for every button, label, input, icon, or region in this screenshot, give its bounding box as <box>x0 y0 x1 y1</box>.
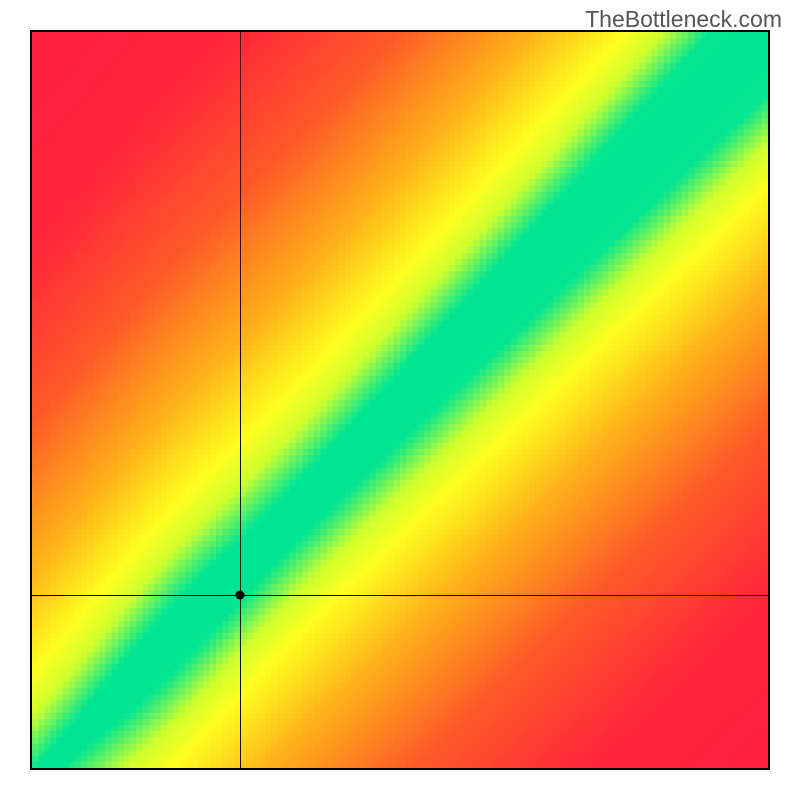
crosshair-horizontal <box>32 595 768 596</box>
crosshair-marker <box>235 591 244 600</box>
heatmap-canvas-wrap <box>32 32 768 768</box>
bottleneck-heatmap-frame <box>30 30 770 770</box>
watermark-text: TheBottleneck.com <box>585 6 782 33</box>
bottleneck-heatmap <box>32 32 768 768</box>
crosshair-vertical <box>240 32 241 768</box>
